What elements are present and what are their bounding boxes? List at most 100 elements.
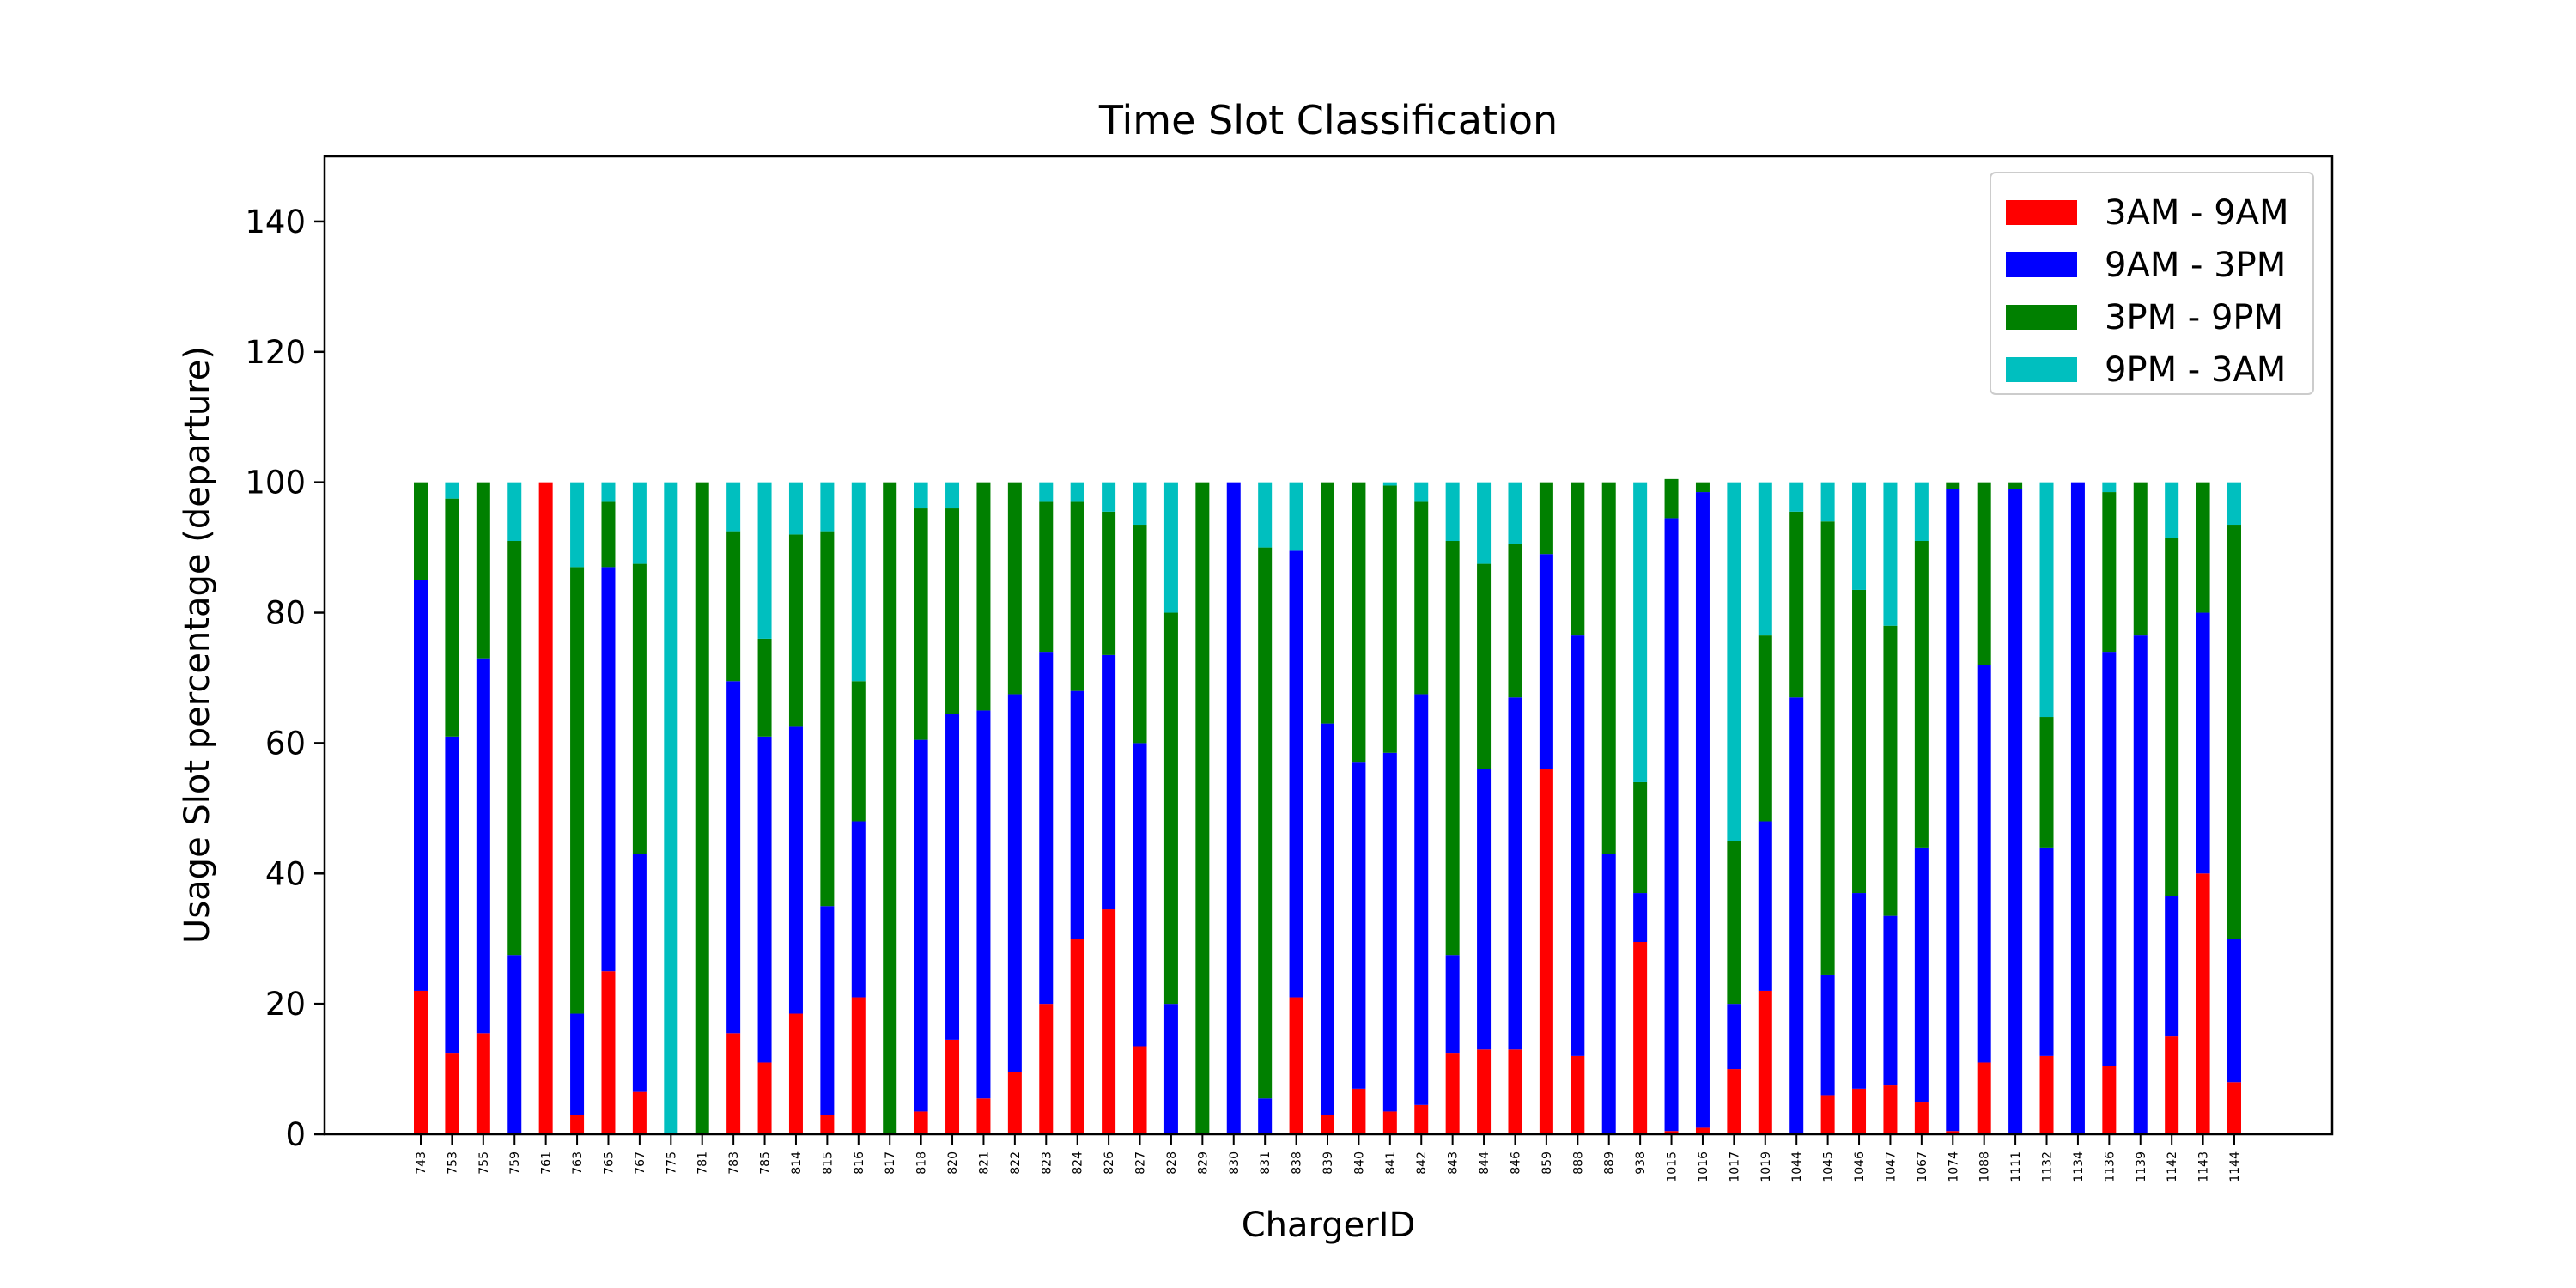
bar-segment-824-s3 bbox=[1070, 482, 1084, 502]
bar-segment-938-s1 bbox=[1633, 893, 1648, 942]
bar-segment-827-s0 bbox=[1133, 1046, 1147, 1134]
bar-segment-755-s0 bbox=[476, 1033, 490, 1134]
bar-segment-820-s3 bbox=[945, 482, 960, 509]
bar-segment-1144-s0 bbox=[2227, 1082, 2241, 1134]
bar-segment-827-s2 bbox=[1133, 525, 1147, 744]
bar-segment-1047-s3 bbox=[1883, 482, 1898, 626]
bar-segment-938-s0 bbox=[1633, 941, 1648, 1134]
y-tick-label: 0 bbox=[285, 1116, 306, 1153]
bar-segment-843-s1 bbox=[1445, 955, 1460, 1054]
x-tick-label: 1019 bbox=[1759, 1151, 1773, 1182]
x-tick-label: 827 bbox=[1134, 1151, 1148, 1175]
y-tick-label: 60 bbox=[265, 725, 306, 762]
bar-segment-1045-s0 bbox=[1820, 1095, 1835, 1134]
bar-segment-818-s1 bbox=[914, 739, 928, 1112]
bar-segment-824-s1 bbox=[1070, 690, 1084, 939]
x-tick-label: 1016 bbox=[1697, 1151, 1710, 1182]
bar-segment-820-s2 bbox=[945, 508, 960, 714]
bar-segment-814-s2 bbox=[788, 534, 803, 727]
bar-segment-1017-s3 bbox=[1727, 482, 1741, 841]
bar-segment-859-s2 bbox=[1539, 482, 1553, 555]
bar-segment-831-s3 bbox=[1258, 482, 1273, 548]
bar-segment-859-s0 bbox=[1539, 769, 1553, 1134]
bar-segment-1111-s1 bbox=[2008, 489, 2023, 1134]
bar-segment-1142-s3 bbox=[2165, 482, 2179, 538]
bar-segment-818-s3 bbox=[914, 482, 928, 509]
y-tick-label: 20 bbox=[265, 986, 306, 1023]
bar-segment-824-s0 bbox=[1070, 939, 1084, 1134]
x-tick-label: 814 bbox=[790, 1151, 804, 1175]
bar-segment-838-s1 bbox=[1289, 550, 1303, 998]
bar-segment-1143-s1 bbox=[2196, 612, 2210, 874]
x-tick-label: 763 bbox=[571, 1151, 585, 1175]
bar-segment-753-s2 bbox=[445, 498, 459, 737]
x-tick-label: 821 bbox=[977, 1151, 991, 1175]
x-tick-label: 889 bbox=[1603, 1151, 1617, 1175]
bar-segment-783-s3 bbox=[726, 482, 741, 532]
bar-segment-820-s1 bbox=[945, 714, 960, 1040]
bar-segment-839-s2 bbox=[1321, 482, 1334, 724]
bar-segment-888-s0 bbox=[1571, 1055, 1585, 1134]
bar-segment-743-s0 bbox=[414, 990, 428, 1134]
x-tick-label: 765 bbox=[602, 1151, 616, 1175]
bar-segment-823-s3 bbox=[1039, 482, 1054, 502]
bar-segment-888-s1 bbox=[1571, 635, 1585, 1056]
x-tick-label: 1088 bbox=[1978, 1151, 1992, 1182]
bar-segment-1132-s3 bbox=[2039, 482, 2054, 718]
bar-segment-763-s2 bbox=[570, 567, 585, 1014]
bar-segment-785-s3 bbox=[757, 482, 772, 639]
x-tick-label: 840 bbox=[1352, 1151, 1366, 1175]
bar-segment-823-s2 bbox=[1039, 501, 1054, 653]
bar-segment-765-s3 bbox=[601, 482, 616, 502]
x-tick-label: 844 bbox=[1478, 1151, 1492, 1175]
bar-segment-785-s2 bbox=[757, 638, 772, 737]
bar-segment-783-s0 bbox=[726, 1033, 741, 1134]
bar-segment-814-s0 bbox=[788, 1013, 803, 1134]
bar-segment-1132-s1 bbox=[2039, 847, 2054, 1056]
bar-segment-822-s0 bbox=[1007, 1072, 1022, 1134]
bar-segment-1045-s2 bbox=[1820, 521, 1835, 975]
x-tick-label: 755 bbox=[477, 1151, 491, 1175]
bar-segment-1136-s0 bbox=[2102, 1066, 2117, 1134]
x-tick-label: 1144 bbox=[2228, 1151, 2242, 1182]
bars-layer bbox=[414, 478, 2241, 1134]
bar-segment-1144-s1 bbox=[2227, 939, 2241, 1083]
bar-segment-846-s2 bbox=[1508, 544, 1522, 698]
bar-segment-765-s1 bbox=[601, 567, 616, 972]
x-tick-label: 1044 bbox=[1790, 1151, 1804, 1182]
bar-segment-838-s0 bbox=[1289, 997, 1303, 1134]
bar-segment-815-s0 bbox=[820, 1115, 835, 1134]
x-tick-label: 820 bbox=[946, 1151, 960, 1175]
bar-segment-1019-s3 bbox=[1758, 482, 1772, 636]
y-tick-label: 80 bbox=[265, 595, 306, 632]
bar-segment-1143-s0 bbox=[2196, 873, 2210, 1134]
x-tick-label: 1047 bbox=[1884, 1151, 1898, 1182]
x-tick-label: 841 bbox=[1384, 1151, 1398, 1175]
x-tick-label: 753 bbox=[446, 1151, 459, 1175]
bar-segment-841-s1 bbox=[1382, 752, 1397, 1112]
y-tick-label: 120 bbox=[245, 334, 306, 371]
x-tick-label: 828 bbox=[1165, 1151, 1179, 1175]
bar-segment-1016-s1 bbox=[1695, 492, 1710, 1128]
bar-segment-841-s3 bbox=[1382, 482, 1397, 486]
bar-segment-1132-s0 bbox=[2039, 1055, 2054, 1134]
bar-segment-1088-s2 bbox=[1977, 482, 1991, 665]
bar-segment-1046-s2 bbox=[1852, 589, 1867, 894]
bar-segment-843-s0 bbox=[1445, 1053, 1460, 1134]
bar-segment-1142-s2 bbox=[2165, 538, 2179, 896]
x-tick-label: 743 bbox=[415, 1151, 428, 1175]
x-tick-label: 761 bbox=[540, 1151, 554, 1175]
bar-segment-763-s1 bbox=[570, 1013, 585, 1115]
bar-segment-1074-s0 bbox=[1946, 1131, 1960, 1134]
legend-swatch bbox=[2006, 200, 2077, 225]
bar-segment-785-s1 bbox=[757, 736, 772, 1063]
bar-segment-816-s2 bbox=[851, 681, 866, 822]
bar-segment-1045-s1 bbox=[1820, 974, 1835, 1096]
bar-segment-1139-s1 bbox=[2133, 635, 2148, 1134]
bar-segment-1017-s0 bbox=[1727, 1069, 1741, 1134]
bar-segment-767-s0 bbox=[632, 1091, 647, 1134]
bar-segment-1067-s2 bbox=[1914, 541, 1929, 848]
x-tick-label: 1067 bbox=[1916, 1151, 1929, 1182]
bar-segment-830-s1 bbox=[1226, 482, 1241, 1134]
